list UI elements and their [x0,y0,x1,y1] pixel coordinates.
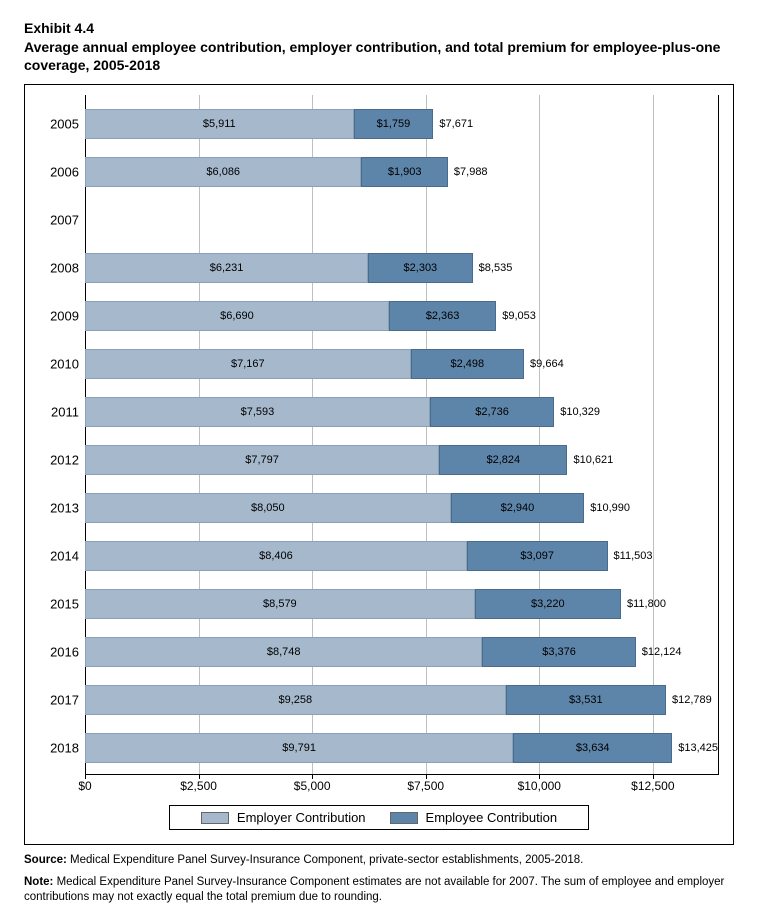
total-label: $13,425 [678,742,718,754]
bar-employee: $2,824 [439,445,567,475]
bar-row: 2006$6,086$1,903$7,988 [85,157,718,187]
x-tick-label: $12,500 [631,779,674,793]
y-tick-label: 2006 [39,165,79,180]
bar-row: 2018$9,791$3,634$13,425 [85,733,718,763]
gridline [85,95,86,774]
total-label: $10,329 [560,406,600,418]
legend: Employer Contribution Employee Contribut… [169,805,589,830]
total-label: $12,789 [672,694,712,706]
bar-employee: $3,376 [482,637,635,667]
bar-row: 2012$7,797$2,824$10,621 [85,445,718,475]
bar-employer: $9,258 [85,685,506,715]
legend-swatch-employee [390,812,418,824]
total-label: $12,124 [642,646,682,658]
legend-label-employer: Employer Contribution [237,810,366,825]
bar-employer: $6,231 [85,253,368,283]
bar-row: 2014$8,406$3,097$11,503 [85,541,718,571]
y-tick-label: 2014 [39,549,79,564]
gridline [199,95,200,774]
bar-employer: $6,690 [85,301,389,331]
total-label: $7,671 [439,118,473,130]
total-label: $11,503 [614,550,653,562]
bar-employee: $3,097 [467,541,608,571]
bar-row: 2008$6,231$2,303$8,535 [85,253,718,283]
bar-employer: $7,797 [85,445,439,475]
total-label: $9,053 [502,310,536,322]
bar-employer: $8,579 [85,589,475,619]
y-tick-label: 2012 [39,453,79,468]
source-text: Medical Expenditure Panel Survey-Insuran… [67,854,584,866]
y-tick-label: 2016 [39,645,79,660]
bar-employee: $2,363 [389,301,496,331]
bar-employee: $2,736 [430,397,554,427]
note-text: Medical Expenditure Panel Survey-Insuran… [24,876,724,904]
bar-employer: $8,050 [85,493,451,523]
bar-employer: $9,791 [85,733,513,763]
legend-item-employee: Employee Contribution [390,810,558,825]
y-tick-label: 2005 [39,117,79,132]
gridline [653,95,654,774]
source-label: Source: [24,854,67,866]
total-label: $9,664 [530,358,564,370]
bar-employee: $2,303 [368,253,473,283]
bar-employee: $3,531 [506,685,666,715]
bar-row: 2007 [85,205,718,235]
bar-row: 2017$9,258$3,531$12,789 [85,685,718,715]
legend-label-employee: Employee Contribution [426,810,558,825]
x-tick-label: $2,500 [180,779,217,793]
bar-employer: $7,593 [85,397,430,427]
bar-employee: $3,634 [513,733,672,763]
x-tick-label: $0 [78,779,91,793]
plot-area: 2005$5,911$1,759$7,6712006$6,086$1,903$7… [85,95,719,775]
gridline [539,95,540,774]
gridline [312,95,313,774]
y-tick-label: 2010 [39,357,79,372]
x-axis: $0$2,500$5,000$7,500$10,000$12,500 [85,775,719,795]
total-label: $10,621 [573,454,613,466]
bar-employer: $7,167 [85,349,411,379]
bar-employee: $2,498 [411,349,524,379]
y-tick-label: 2017 [39,693,79,708]
total-label: $11,800 [627,598,666,610]
bar-row: 2010$7,167$2,498$9,664 [85,349,718,379]
chart-title: Average annual employee contribution, em… [24,38,734,74]
y-tick-label: 2009 [39,309,79,324]
bar-employer: $6,086 [85,157,361,187]
footnote-note: Note: Medical Expenditure Panel Survey-I… [24,875,734,906]
y-tick-label: 2018 [39,741,79,756]
bar-row: 2013$8,050$2,940$10,990 [85,493,718,523]
bar-row: 2005$5,911$1,759$7,671 [85,109,718,139]
bar-employer: $8,406 [85,541,467,571]
total-label: $8,535 [479,262,513,274]
footnote-source: Source: Medical Expenditure Panel Survey… [24,853,734,869]
total-label: $10,990 [590,502,630,514]
exhibit-number: Exhibit 4.4 [24,20,734,36]
chart-frame: 2005 $5,911$1,759 $7,671 2006 $6,086$1,903 $7… [24,84,734,845]
gridline [426,95,427,774]
note-label: Note: [24,876,53,888]
bar-row: 2009$6,690$2,363$9,053 [85,301,718,331]
y-tick-label: 2007 [39,213,79,228]
total-label: $7,988 [454,166,488,178]
bar-employee: $1,903 [361,157,447,187]
x-tick-label: $10,000 [518,779,561,793]
x-tick-label: $5,000 [294,779,331,793]
bar-employer: $8,748 [85,637,482,667]
bar-row: 2011$7,593$2,736$10,329 [85,397,718,427]
y-tick-label: 2011 [39,405,79,420]
bar-employer: $5,911 [85,109,354,139]
bar-employee: $1,759 [354,109,434,139]
legend-swatch-employer [201,812,229,824]
x-tick-label: $7,500 [407,779,444,793]
y-tick-label: 2015 [39,597,79,612]
bar-row: 2016$8,748$3,376$12,124 [85,637,718,667]
y-tick-label: 2013 [39,501,79,516]
bar-employee: $3,220 [475,589,621,619]
legend-item-employer: Employer Contribution [201,810,366,825]
bar-row: 2015$8,579$3,220$11,800 [85,589,718,619]
y-tick-label: 2008 [39,261,79,276]
bar-employee: $2,940 [451,493,585,523]
